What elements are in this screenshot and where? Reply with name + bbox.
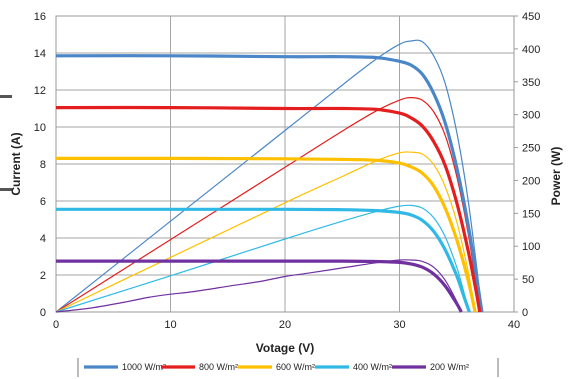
y-left-tick-label: 14 xyxy=(34,48,46,60)
y-right-tick-label: 200 xyxy=(522,175,540,187)
y-right-tick-label: 350 xyxy=(522,77,540,89)
current-curve-series-2 xyxy=(55,105,482,313)
y-left-tick-label: 4 xyxy=(40,233,46,245)
power-curve-series-3 xyxy=(55,151,476,313)
current-curve-series-4 xyxy=(56,207,471,313)
y-axis-right-title: Power (W) xyxy=(549,147,563,206)
y-right-tick-label: 0 xyxy=(522,307,528,319)
legend-label-series-3: 600 W/m² xyxy=(276,362,315,372)
power-curve-series-5 xyxy=(55,259,462,313)
y-left-tick-label: 0 xyxy=(40,307,46,319)
y-left-tick-label: 16 xyxy=(34,11,46,23)
plot-area-frame xyxy=(55,15,515,313)
legend-label-series-2: 800 W/m² xyxy=(199,362,238,372)
x-tick-label: 30 xyxy=(393,319,405,331)
x-tick-label: 10 xyxy=(164,319,176,331)
margin-mark-bottom xyxy=(0,188,12,191)
x-tick-label: 0 xyxy=(53,319,59,331)
chart-legend: 1000 W/m² 800 W/m² 600 W/m² 400 W/m² 200 W/m… xyxy=(77,358,499,377)
legend-label-series-5: 200 W/m² xyxy=(430,362,469,372)
y-right-tick-label: 50 xyxy=(522,274,534,286)
y-right-tick-label: 250 xyxy=(522,143,540,155)
y-left-tick-label: 10 xyxy=(34,122,46,134)
current-curve-series-1 xyxy=(55,54,484,313)
y-axis-left-title: Current (A) xyxy=(9,132,23,195)
y-left-tick-label: 12 xyxy=(34,85,46,97)
y-right-tick-label: 450 xyxy=(522,11,540,23)
current-curves xyxy=(55,54,484,313)
power-curve-series-1 xyxy=(55,39,483,313)
y-right-tick-label: 100 xyxy=(522,241,540,253)
margin-mark-top xyxy=(0,95,12,98)
power-curve-series-4 xyxy=(55,204,470,313)
y-right-tick-label: 400 xyxy=(522,44,540,56)
x-axis-title: Votage (V) xyxy=(256,341,314,355)
legend-label-series-4: 400 W/m² xyxy=(353,362,392,372)
x-tick-label: 40 xyxy=(508,319,520,331)
y-right-tick-label: 300 xyxy=(522,110,540,122)
y-left-tick-label: 2 xyxy=(40,270,46,282)
current-curve-series-5 xyxy=(56,259,463,313)
current-curve-series-3 xyxy=(56,156,477,313)
y-left-tick-label: 6 xyxy=(40,196,46,208)
y-right-tick-label: 150 xyxy=(522,208,540,220)
power-curves xyxy=(55,39,483,313)
y-left-tick-label: 8 xyxy=(40,159,46,171)
x-tick-label: 20 xyxy=(279,319,291,331)
legend-label-series-1: 1000 W/m² xyxy=(122,362,166,372)
